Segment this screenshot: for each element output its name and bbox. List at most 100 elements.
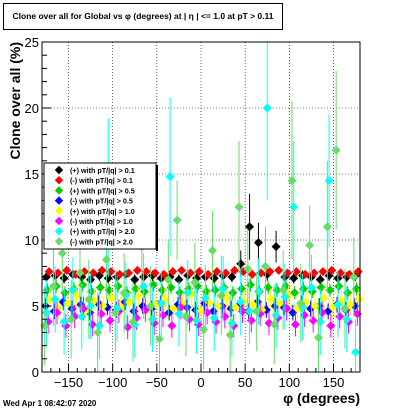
data-point xyxy=(167,321,177,331)
data-point xyxy=(95,283,105,293)
legend-marker xyxy=(54,216,64,226)
timestamp: Wed Apr 1 08:42:07 2020 xyxy=(3,399,97,408)
data-points xyxy=(40,42,364,372)
data-point xyxy=(291,319,301,329)
data-point xyxy=(174,275,184,285)
legend-label: (-) with pT/|q| > 2.0 xyxy=(70,237,133,246)
data-point xyxy=(57,248,67,258)
data-point xyxy=(305,240,315,250)
data-point xyxy=(110,308,120,318)
data-point xyxy=(133,292,143,302)
data-point xyxy=(230,302,240,312)
legend-label: (-) with pT/|q| > 0.1 xyxy=(70,176,133,185)
data-point xyxy=(105,316,115,326)
data-point xyxy=(260,261,270,271)
data-point xyxy=(216,290,226,300)
data-point xyxy=(255,309,265,319)
data-point xyxy=(296,298,306,308)
legend-label: (+) with pT/|q| > 0.1 xyxy=(70,166,135,175)
data-point xyxy=(225,330,235,340)
data-point xyxy=(345,300,355,310)
data-point xyxy=(230,265,240,275)
data-point xyxy=(274,265,284,275)
data-point xyxy=(275,298,285,308)
data-point xyxy=(266,294,276,304)
data-point xyxy=(327,265,337,275)
data-point xyxy=(234,202,244,212)
chart-title: Clone over all for Global vs φ (degrees)… xyxy=(12,11,274,21)
legend-entry: (+) with pT/|q| > 0.5 xyxy=(54,186,135,195)
data-point xyxy=(228,288,238,298)
data-point xyxy=(269,319,279,329)
data-point xyxy=(319,293,329,303)
data-point xyxy=(245,222,255,232)
chart-title-box: Clone over all for Global vs φ (degrees)… xyxy=(3,3,283,30)
legend-entry: (-) with pT/|q| > 1.0 xyxy=(54,216,133,226)
series-5 xyxy=(45,283,364,322)
data-point xyxy=(306,283,316,293)
legend-label: (+) with pT/|q| > 0.5 xyxy=(70,186,135,195)
data-point xyxy=(165,172,175,182)
data-point xyxy=(315,317,325,327)
y-tick-label: 5 xyxy=(32,299,39,314)
data-point xyxy=(227,272,237,282)
data-point xyxy=(278,285,288,295)
data-point xyxy=(190,277,200,287)
data-point xyxy=(315,275,325,285)
data-point xyxy=(62,265,72,275)
data-point xyxy=(318,267,328,277)
data-point xyxy=(209,313,219,323)
data-point xyxy=(253,238,263,248)
data-point xyxy=(194,267,204,277)
x-tick-label: −150 xyxy=(54,375,83,390)
x-tick-label: 50 xyxy=(238,375,252,390)
data-point xyxy=(248,300,258,310)
data-point xyxy=(207,246,217,256)
data-point xyxy=(289,202,299,212)
data-point xyxy=(213,301,223,311)
legend: (+) with pT/|q| > 0.1(-) with pT/|q| > 0… xyxy=(43,162,158,251)
y-tick-label: 20 xyxy=(25,101,39,116)
data-point xyxy=(252,306,262,316)
legend-marker xyxy=(54,165,64,175)
data-point xyxy=(101,255,111,265)
data-point xyxy=(334,281,344,291)
x-tick-label: −100 xyxy=(98,375,127,390)
data-point xyxy=(124,297,134,307)
data-point xyxy=(262,103,272,113)
y-tick-label: 10 xyxy=(25,233,39,248)
data-point xyxy=(59,317,69,327)
data-point xyxy=(253,286,263,296)
data-point xyxy=(351,347,361,357)
x-tick-label: 100 xyxy=(278,375,300,390)
data-point xyxy=(77,312,87,322)
legend-label: (+) with pT/|q| > 1.0 xyxy=(70,207,135,216)
legend-entry: (-) with pT/|q| > 2.0 xyxy=(54,237,133,246)
data-point xyxy=(169,304,179,314)
data-point xyxy=(132,265,142,275)
x-tick-label: 0 xyxy=(197,375,204,390)
y-tick-label: 0 xyxy=(32,365,39,380)
data-point xyxy=(84,294,94,304)
data-point xyxy=(236,297,246,307)
y-axis-label: Clone over all (%) xyxy=(7,42,23,159)
data-point xyxy=(212,267,222,277)
data-point xyxy=(154,334,164,344)
data-point xyxy=(326,321,336,331)
data-point xyxy=(322,222,332,232)
data-point xyxy=(181,312,191,322)
data-point xyxy=(172,215,182,225)
legend-shadow xyxy=(156,165,158,251)
legend-marker xyxy=(54,206,64,215)
data-point xyxy=(94,321,104,331)
data-point xyxy=(146,301,156,311)
legend-entry: (-) with pT/|q| > 0.1 xyxy=(54,176,133,185)
data-point xyxy=(265,267,275,277)
data-point xyxy=(44,267,54,277)
legend-entry: (-) with pT/|q| > 0.5 xyxy=(54,196,133,206)
data-point xyxy=(308,316,318,326)
y-tick-label: 25 xyxy=(25,35,39,50)
data-point xyxy=(349,272,359,282)
data-point xyxy=(243,264,253,274)
data-point xyxy=(331,145,341,155)
